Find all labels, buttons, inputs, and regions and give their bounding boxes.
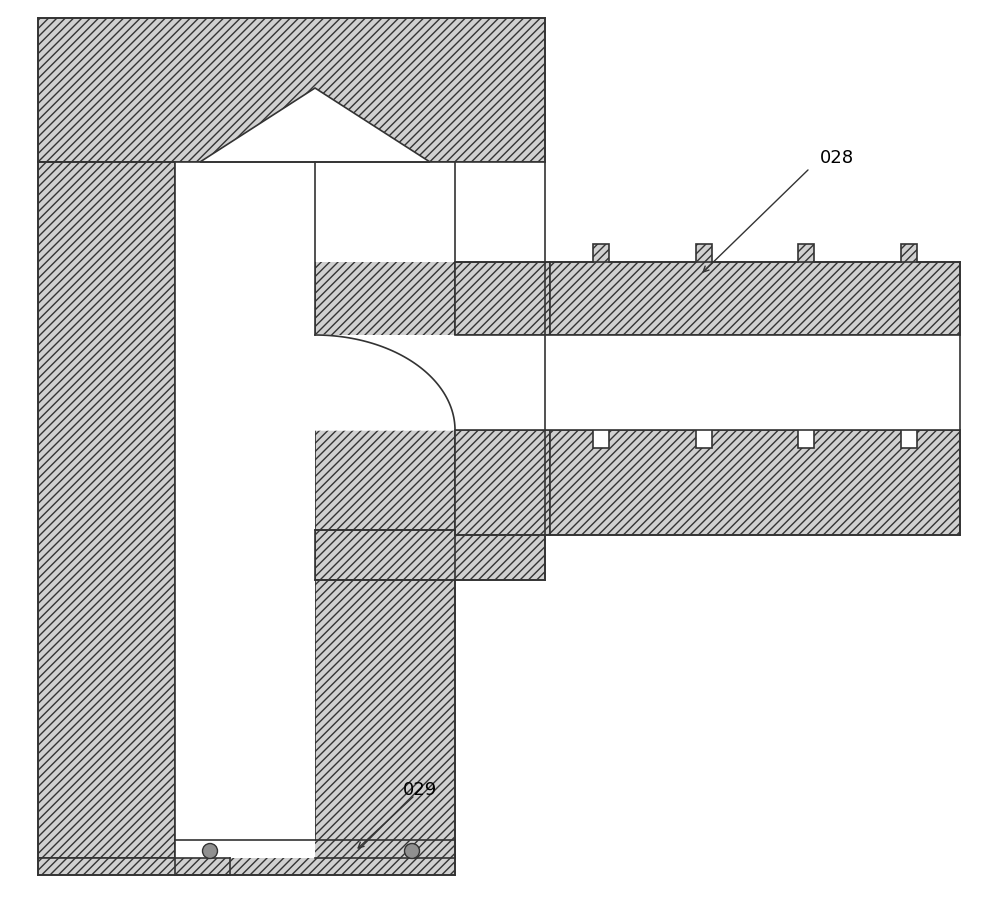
Polygon shape [550,244,960,335]
Polygon shape [38,18,545,162]
Polygon shape [455,430,550,535]
Text: 029: 029 [403,781,437,799]
Circle shape [202,844,218,858]
Bar [175,162,315,858]
Bar [455,335,960,430]
Polygon shape [175,840,455,875]
Polygon shape [455,262,550,335]
Polygon shape [315,530,545,580]
Polygon shape [38,162,175,858]
Polygon shape [315,162,455,545]
Bar [455,162,545,262]
Polygon shape [38,858,230,875]
Polygon shape [315,580,455,858]
Polygon shape [315,335,455,430]
Circle shape [404,844,420,858]
Bar [315,335,455,430]
Polygon shape [550,430,960,535]
Polygon shape [200,88,430,162]
Bar [315,162,455,262]
Text: 028: 028 [820,149,854,167]
